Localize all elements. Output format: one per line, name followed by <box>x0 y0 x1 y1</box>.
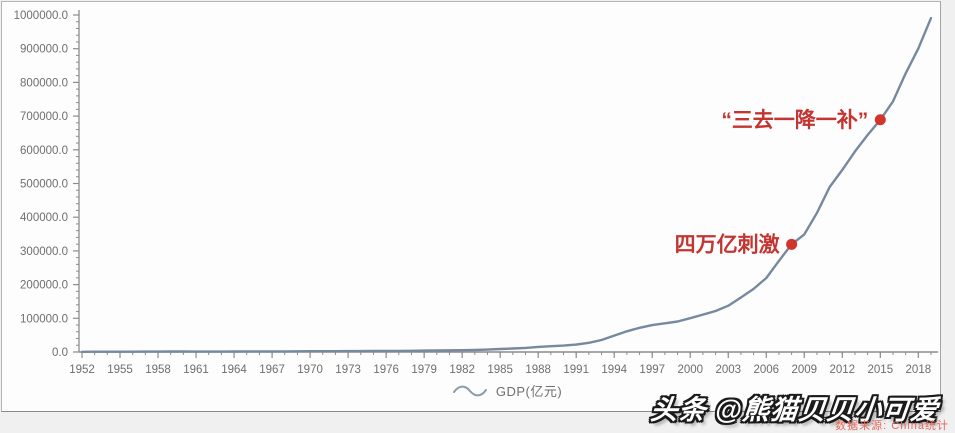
x-tick-label: 1970 <box>297 364 323 376</box>
legend-label: GDP(亿元) <box>495 383 563 399</box>
x-tick-label: 1973 <box>335 364 361 376</box>
x-tick-label: 1952 <box>69 364 95 376</box>
x-tick-label: 1976 <box>373 364 399 376</box>
annotations: 四万亿刺激 “三去一降一补” <box>675 108 886 256</box>
x-tick-label: 2012 <box>830 364 856 376</box>
axis-tick-labels: 0.0 100000.0 200000.0 300000.0 400000.0 50000… <box>14 10 932 376</box>
gdp-series-line <box>80 16 933 353</box>
x-tick-label: 2003 <box>715 364 741 376</box>
x-tick-label: 1964 <box>221 364 247 376</box>
annotation-label: 四万亿刺激 <box>675 232 780 256</box>
x-tick-label: 1988 <box>525 364 551 376</box>
x-tick-label: 2000 <box>677 364 703 376</box>
annotation-label: “三去一降一补” <box>721 108 868 132</box>
x-tick-label: 1958 <box>145 364 171 376</box>
x-tick-label: 2015 <box>868 364 894 376</box>
x-tick-label: 1994 <box>601 364 627 376</box>
y-tick-label: 700000.0 <box>20 111 68 123</box>
y-tick-label: 100000.0 <box>20 313 68 325</box>
axis-ticks <box>73 14 932 358</box>
x-tick-label: 1985 <box>487 364 513 376</box>
axes <box>78 10 938 353</box>
wave-line-icon <box>452 385 487 397</box>
legend: GDP(亿元) <box>82 380 931 400</box>
y-tick-label: 0.0 <box>52 347 68 359</box>
y-tick-label: 600000.0 <box>20 145 68 157</box>
y-tick-label: 500000.0 <box>20 179 68 191</box>
y-tick-label: 800000.0 <box>20 77 68 89</box>
annotation-dot <box>874 114 886 126</box>
x-tick-label: 1961 <box>183 364 209 376</box>
x-tick-label: 1979 <box>411 364 437 376</box>
x-tick-label: 1991 <box>563 364 589 376</box>
y-tick-label: 300000.0 <box>20 246 68 258</box>
y-tick-label: 1000000.0 <box>14 10 68 22</box>
y-tick-label: 400000.0 <box>20 212 68 224</box>
annotation-dot <box>786 238 798 250</box>
gdp-line <box>80 16 933 353</box>
x-tick-label: 2006 <box>753 364 779 376</box>
source-note: 数据来源: China统计 <box>835 420 949 432</box>
y-tick-label: 900000.0 <box>20 44 68 56</box>
x-tick-label: 2018 <box>906 364 932 376</box>
x-tick-label: 1967 <box>259 364 285 376</box>
x-tick-label: 2009 <box>791 364 817 376</box>
x-tick-label: 1955 <box>107 364 133 376</box>
x-tick-label: 1982 <box>449 364 475 376</box>
chart-frame <box>1 1 941 412</box>
x-tick-label: 1997 <box>639 364 665 376</box>
y-tick-label: 200000.0 <box>20 280 68 292</box>
